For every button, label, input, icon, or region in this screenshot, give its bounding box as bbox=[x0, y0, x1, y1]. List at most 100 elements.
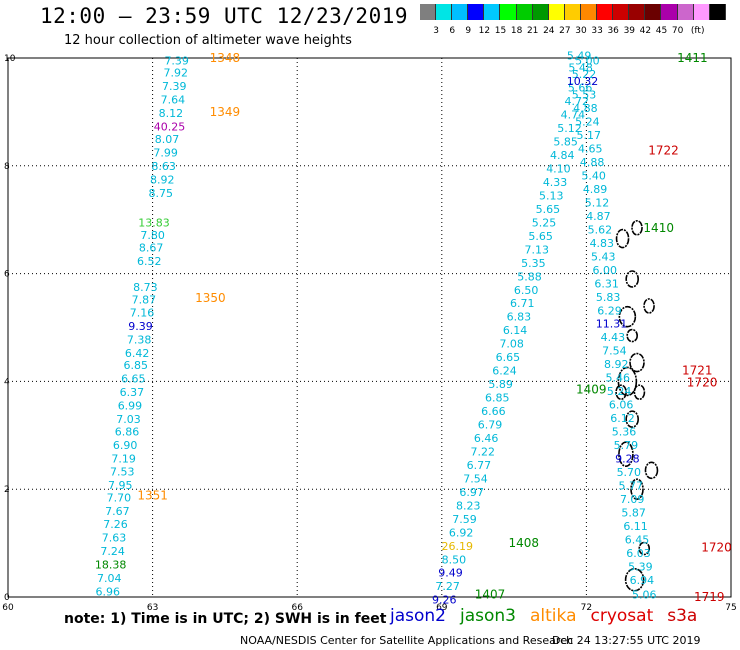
wave-height-value: 8.73 bbox=[133, 281, 158, 294]
pass-time-label: 1410 bbox=[643, 221, 674, 235]
wave-height-value: 6.79 bbox=[478, 419, 503, 432]
wave-height-value: 4.74 bbox=[561, 109, 586, 122]
wave-height-value: 5.88 bbox=[517, 270, 542, 283]
wave-height-value: 5.35 bbox=[521, 257, 546, 270]
color-scale-swatch bbox=[629, 4, 646, 20]
wave-height-value: 7.22 bbox=[471, 445, 496, 458]
wave-height-value: 5.89 bbox=[488, 378, 513, 391]
wave-height-value: 5.46 bbox=[605, 372, 630, 385]
wave-height-value: 5.53 bbox=[572, 89, 597, 102]
wave-height-value: 5.24 bbox=[575, 116, 600, 129]
coastline-outline bbox=[617, 366, 638, 397]
wave-height-value: 6.85 bbox=[123, 359, 148, 372]
wave-height-value: 7.67 bbox=[105, 505, 130, 518]
generated-timestamp: Dec 24 13:27:55 UTC 2019 bbox=[552, 634, 701, 647]
color-scale-label: 3 bbox=[433, 26, 439, 36]
satellite-legend: jason2 jason3 altika cryosat s3a bbox=[390, 606, 697, 626]
chart-subtitle: 12 hour collection of altimeter wave hei… bbox=[64, 33, 352, 48]
wave-height-value: 6.11 bbox=[623, 520, 648, 533]
wave-height-value: 6.42 bbox=[125, 347, 150, 360]
y-tick-label: 6 bbox=[4, 270, 10, 280]
wave-height-value: 6.99 bbox=[118, 400, 143, 413]
x-tick-label: 75 bbox=[725, 603, 736, 613]
wave-height-value: 5.77 bbox=[618, 479, 643, 492]
wave-height-value: 7.95 bbox=[108, 479, 133, 492]
wave-height-value: 26.19 bbox=[441, 540, 473, 553]
wave-height-value: 7.54 bbox=[602, 345, 627, 358]
wave-height-value: 40.25 bbox=[154, 120, 186, 133]
y-tick-label: 2 bbox=[4, 485, 10, 495]
wave-height-value: 5.65 bbox=[528, 230, 553, 243]
color-scale-bar: 3 6 9 12 15 18 21 24 27 30 33 36 39 42 45 70 (ft) bbox=[420, 4, 726, 36]
wave-height-value: 6.31 bbox=[594, 277, 619, 290]
color-scale-swatch bbox=[597, 4, 614, 20]
wave-height-value: 9.49 bbox=[438, 567, 463, 580]
wave-height-value: 8.92 bbox=[604, 358, 629, 371]
coastline-outline bbox=[618, 305, 637, 328]
wave-height-value: 7.26 bbox=[103, 518, 128, 531]
wave-height-value: 7.39 bbox=[162, 80, 187, 93]
color-scale-label: 12 bbox=[478, 26, 491, 36]
wave-height-value: 6.45 bbox=[625, 533, 650, 546]
wave-height-value: 8.75 bbox=[149, 187, 174, 200]
wave-height-value: 5.24 bbox=[607, 385, 632, 398]
pass-time-label: 1408 bbox=[508, 536, 539, 550]
wave-height-value: 5.48 bbox=[568, 62, 593, 75]
wave-height-value: 5.06 bbox=[632, 588, 657, 601]
color-scale-swatch bbox=[564, 4, 581, 20]
coastline-outline bbox=[643, 298, 655, 314]
wave-height-value: 4.84 bbox=[550, 149, 575, 162]
wave-height-value: 7.80 bbox=[140, 229, 165, 242]
wave-height-value: 8.50 bbox=[442, 553, 467, 566]
pass-time-label: 1348 bbox=[210, 51, 241, 65]
color-scale-label: (ft) bbox=[690, 26, 705, 36]
color-scale-swatch bbox=[468, 4, 485, 20]
wave-height-value: 8.63 bbox=[151, 160, 176, 173]
wave-height-value: 7.16 bbox=[130, 306, 155, 319]
coastline-outline bbox=[631, 219, 643, 236]
wave-height-value: 9.26 bbox=[432, 594, 457, 607]
coastline-outline bbox=[615, 384, 627, 400]
color-scale-swatch bbox=[580, 4, 598, 20]
color-scale-swatch bbox=[645, 4, 662, 20]
chart-title: 12:00 – 23:59 UTC 12/23/2019 bbox=[40, 4, 409, 28]
x-tick-label: 63 bbox=[147, 603, 158, 613]
wave-height-value: 7.87 bbox=[132, 293, 157, 306]
pass-time-label: 1407 bbox=[475, 587, 506, 601]
color-scale-swatch bbox=[420, 4, 437, 20]
wave-height-value: 7.27 bbox=[435, 580, 460, 593]
color-scale-swatch bbox=[693, 4, 710, 20]
wave-height-value: 8.67 bbox=[139, 242, 164, 255]
wave-height-value: 4.43 bbox=[601, 331, 626, 344]
wave-height-value: 5.43 bbox=[591, 250, 616, 263]
pass-time-label: 1350 bbox=[195, 291, 226, 305]
wave-height-value: 7.64 bbox=[161, 94, 186, 107]
wave-height-value: 6.65 bbox=[496, 351, 521, 364]
color-scale-label: 30 bbox=[575, 26, 587, 36]
wave-height-value: 6.65 bbox=[121, 373, 146, 386]
wave-height-value: 6.46 bbox=[474, 432, 499, 445]
wave-height-value: 6.83 bbox=[507, 311, 532, 324]
color-scale-swatch bbox=[661, 4, 678, 20]
coastline-outline bbox=[630, 478, 644, 501]
wave-height-value: 6.66 bbox=[481, 405, 506, 418]
x-tick-label: 60 bbox=[2, 603, 14, 613]
wave-height-value: 5.79 bbox=[614, 439, 639, 452]
wave-height-value: 5.12 bbox=[585, 196, 610, 209]
wave-height-value: 6.77 bbox=[467, 459, 492, 472]
x-tick-label: 66 bbox=[291, 603, 303, 613]
wave-height-value: 8.07 bbox=[155, 133, 180, 146]
wave-height-value: 7.03 bbox=[116, 413, 141, 426]
pass-time-label: 1722 bbox=[648, 144, 679, 158]
wave-height-value: 7.24 bbox=[100, 545, 125, 558]
wave-height-value: 6.86 bbox=[115, 426, 140, 439]
wave-height-value: 9.28 bbox=[615, 452, 640, 465]
color-scale-swatch bbox=[532, 4, 549, 20]
pass-time-label: 1721 bbox=[682, 364, 713, 378]
wave-height-value: 8.92 bbox=[150, 173, 175, 186]
wave-height-value: 5.40 bbox=[581, 170, 606, 183]
wave-height-value: 4.88 bbox=[573, 102, 598, 115]
wave-height-value: 6.97 bbox=[459, 486, 484, 499]
wave-height-value: 7.54 bbox=[463, 472, 488, 485]
footer-note: note: 1) Time is in UTC; 2) SWH is in fe… bbox=[64, 611, 387, 627]
